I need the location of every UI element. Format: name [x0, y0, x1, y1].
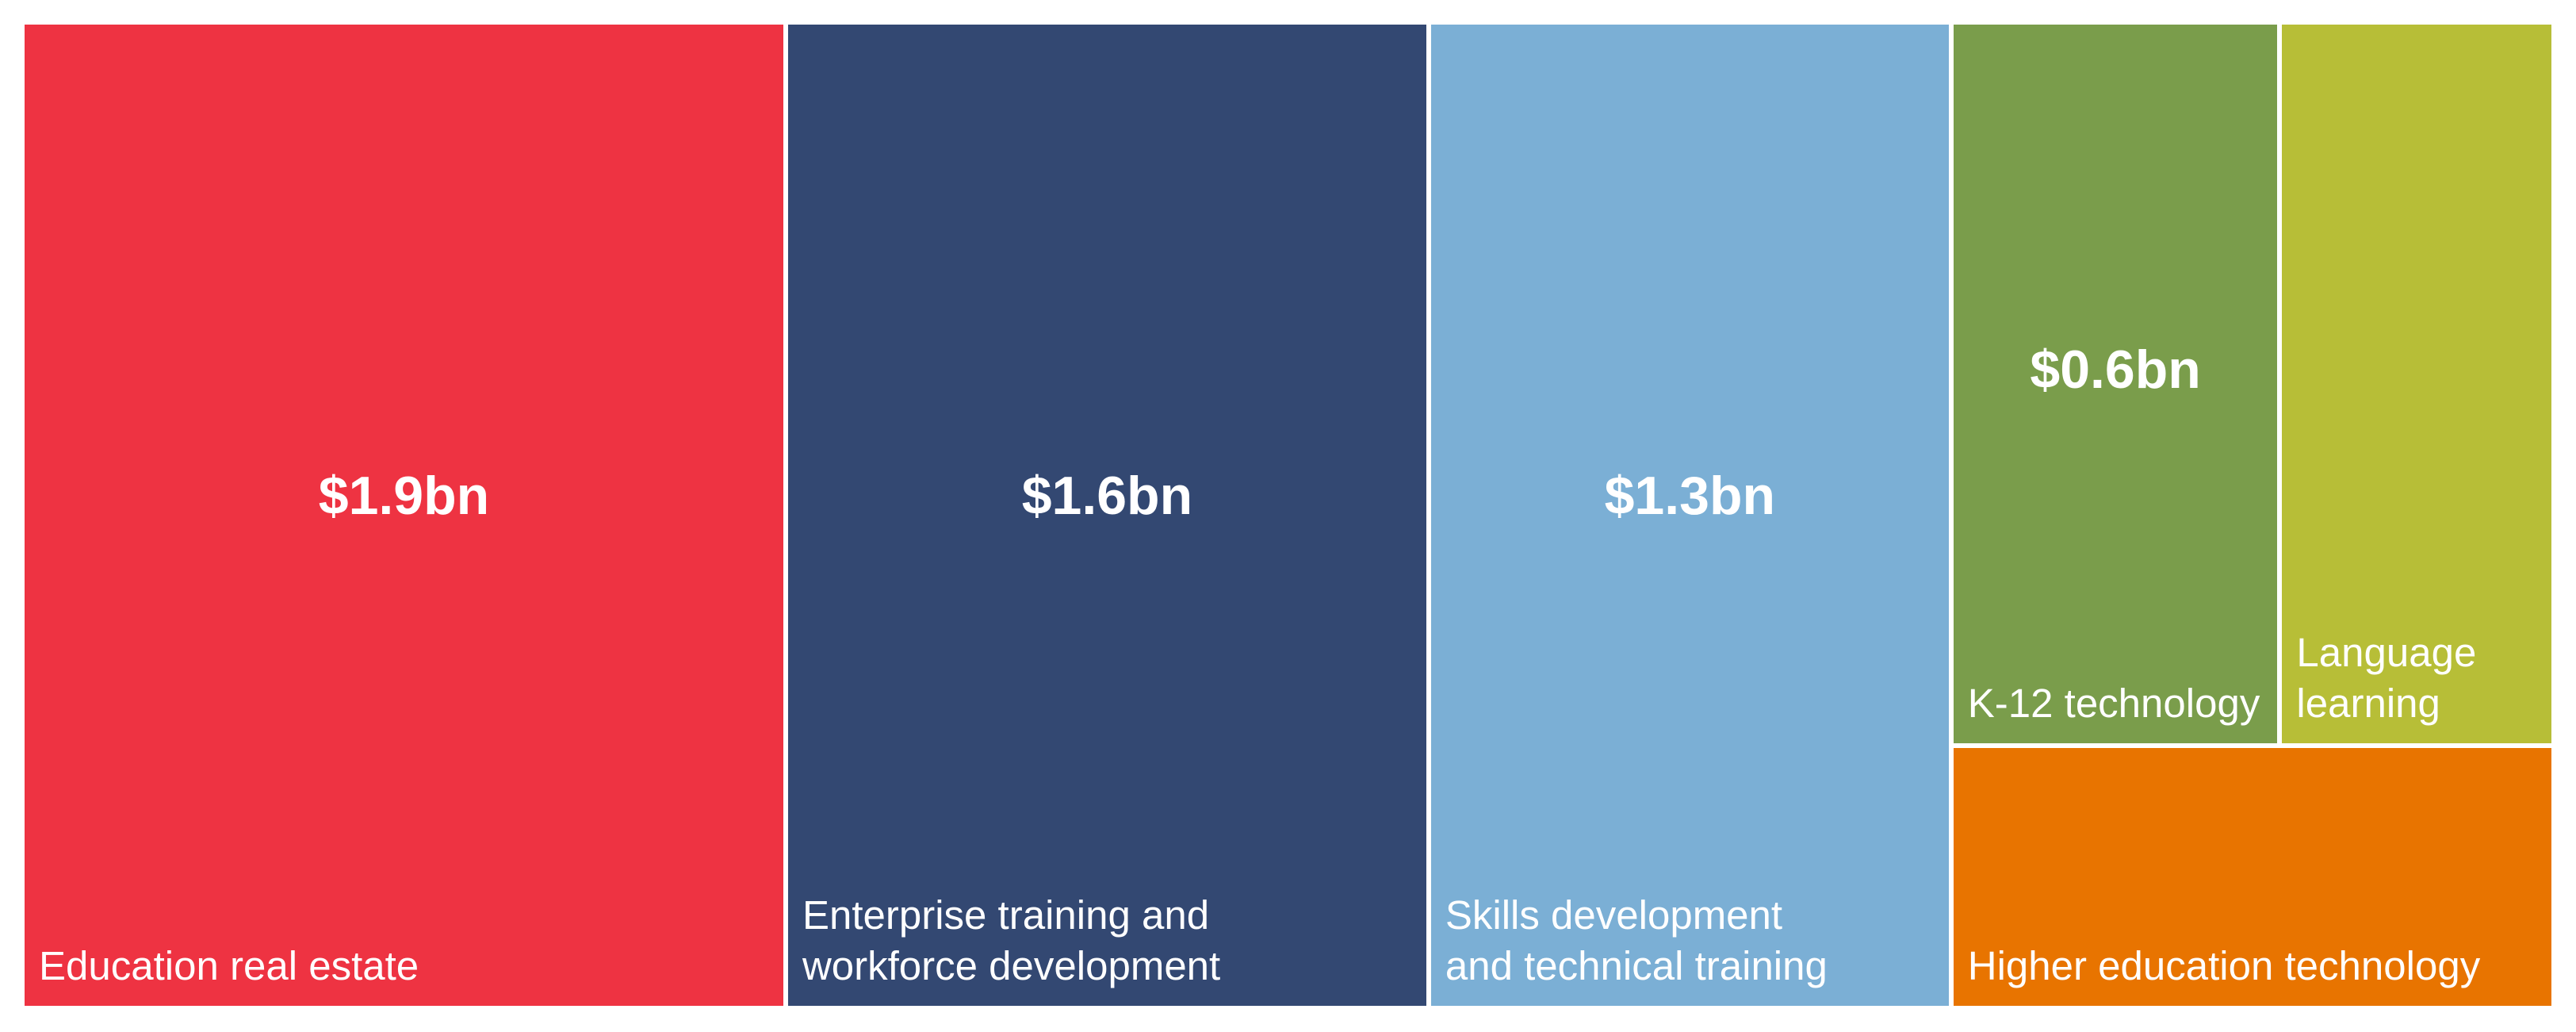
tile-category-label: K-12 technology: [1967, 680, 2260, 726]
treemap-tile-language-learning: Language learning: [2282, 25, 2551, 743]
treemap-tile-higher-education-technology: Higher education technology: [1953, 747, 2551, 1006]
treemap-tile-k-12-technology: $0.6bn K-12 technology: [1953, 25, 2278, 743]
tile-value-label: $1.6bn: [1021, 465, 1193, 526]
tile-category-label: Skills development and technical trainin…: [1445, 892, 1828, 988]
tile-category-label: Education real estate: [39, 943, 419, 988]
tile-category-label: Language learning: [2296, 629, 2477, 726]
tile-category-label: Enterprise training and workforce develo…: [802, 892, 1221, 988]
tile-value-label: $1.9bn: [318, 465, 490, 526]
treemap-tile-enterprise-training-and-workforce-development: $1.6bn Enterprise training and workforce …: [787, 25, 1426, 1006]
treemap-tile-skills-development-and-technical-training: $1.3bn Skills development and technical t…: [1430, 25, 1949, 1006]
tile-value-label: $0.6bn: [2030, 339, 2201, 400]
treemap-tile-education-real-estate: $1.9bn Education real estate: [25, 25, 783, 1006]
tile-value-label: $1.3bn: [1604, 465, 1776, 526]
tile-category-label: Higher education technology: [1967, 942, 2481, 988]
